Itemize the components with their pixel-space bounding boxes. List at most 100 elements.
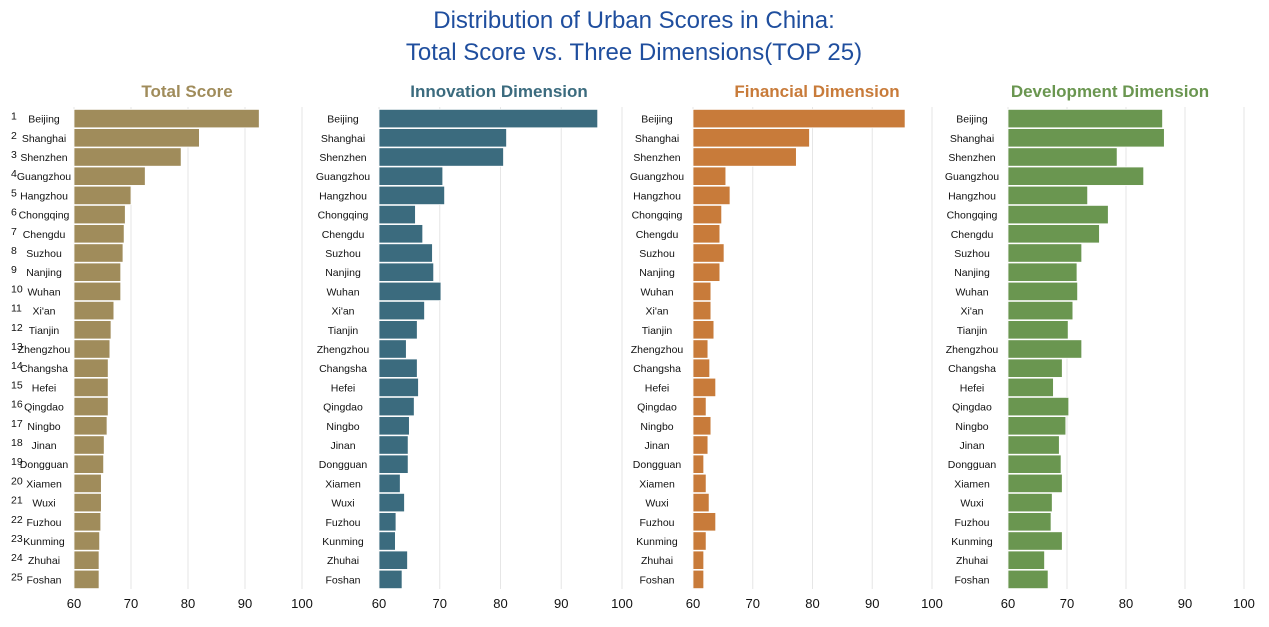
city-label: Hangzhou [319,190,367,202]
bar [378,262,435,282]
rank-label: 9 [11,264,17,276]
x-tick-label: 70 [124,596,138,611]
city-label: Wuhan [27,286,60,298]
bar [1007,512,1052,532]
bar [1007,435,1060,455]
bar [73,492,102,513]
bar [692,531,707,551]
city-label: Hangzhou [20,190,68,202]
city-label: Chengdu [23,229,66,241]
bar [1007,416,1067,436]
city-label: Shanghai [321,133,365,145]
panel-2: Financial Dimension 60 70 80 90 100 Beijing Sha… [630,82,943,611]
bar [73,416,108,436]
x-tick-label: 100 [921,596,943,611]
bar [378,531,396,551]
x-tick-label: 70 [433,596,447,611]
city-label: Kunming [636,536,678,548]
bar [692,473,707,494]
city-label: Jinan [330,440,355,452]
city-label: Ningbo [640,421,673,433]
bar [378,128,507,148]
city-label: Jinan [959,440,984,452]
bar [73,224,125,244]
rank-label: 12 [11,322,23,334]
rank-label: 7 [11,226,17,238]
city-label: Zhengzhou [946,344,999,356]
x-tick-label: 80 [181,596,195,611]
bar [378,147,504,167]
city-label: Fuzhou [26,517,61,529]
city-label: Hefei [960,382,985,394]
city-label: Dongguan [319,459,368,471]
bar [378,185,446,206]
bar [692,569,705,590]
city-label: Ningbo [27,421,60,433]
bar [1007,128,1165,148]
city-label: Fuzhou [325,517,360,529]
city-label: Chongqing [947,210,998,222]
bar [378,569,403,590]
bar [378,320,418,340]
panel-1: Innovation Dimension 60 70 80 90 100 Beijing Sh… [316,82,633,611]
bar [378,108,599,129]
city-label: Qingdao [24,402,64,414]
bar [73,204,126,225]
chart-title-line-1: Distribution of Urban Scores in China: [433,7,835,34]
city-label: Hefei [32,382,57,394]
rank-label: 4 [11,168,17,180]
bar [1007,531,1063,551]
bar [692,512,717,532]
city-label: Ningbo [326,421,359,433]
bar [1007,550,1045,570]
rank-label: 3 [11,149,17,161]
bar [692,166,727,186]
rank-label: 21 [11,495,23,507]
bar [378,281,442,302]
bar [73,454,105,474]
bar [692,108,906,129]
city-label: Foshan [325,574,360,586]
city-label: Xi'an [32,306,55,318]
city-label: Jinan [31,440,56,452]
city-label: Tianjin [957,325,988,337]
bar [1007,262,1078,282]
city-label: Shenzhen [20,152,67,164]
panel-title: Development Dimension [1011,82,1209,101]
bar [73,569,100,590]
rank-label: 1 [11,111,17,123]
city-label: Changsha [319,363,367,375]
city-label: Beijing [327,114,359,126]
bar [1007,454,1062,474]
x-tick-label: 90 [238,596,252,611]
bar [378,550,408,570]
city-label: Wuxi [960,498,983,510]
city-label: Qingdao [323,402,363,414]
bar [692,224,721,244]
bar [73,262,122,282]
rank-label: 20 [11,475,23,487]
bar [73,185,132,206]
bar [73,147,182,167]
city-label: Changsha [20,363,68,375]
city-label: Zhuhai [28,555,60,567]
city-label: Dongguan [20,459,69,471]
bar [73,320,112,340]
bar [1007,339,1083,359]
bar [378,166,444,186]
bar [73,300,115,321]
city-label: Shanghai [635,133,679,145]
city-label: Nanjing [639,267,675,279]
city-label: Ningbo [955,421,988,433]
bar [73,512,102,532]
city-label: Fuzhou [954,517,989,529]
bar [378,377,419,398]
city-label: Wuhan [640,286,673,298]
city-label: Shenzhen [319,152,366,164]
x-tick-label: 60 [686,596,700,611]
bar [378,224,424,244]
city-label: Tianjin [29,325,60,337]
city-label: Kunming [322,536,364,548]
city-label: Beijing [956,114,988,126]
